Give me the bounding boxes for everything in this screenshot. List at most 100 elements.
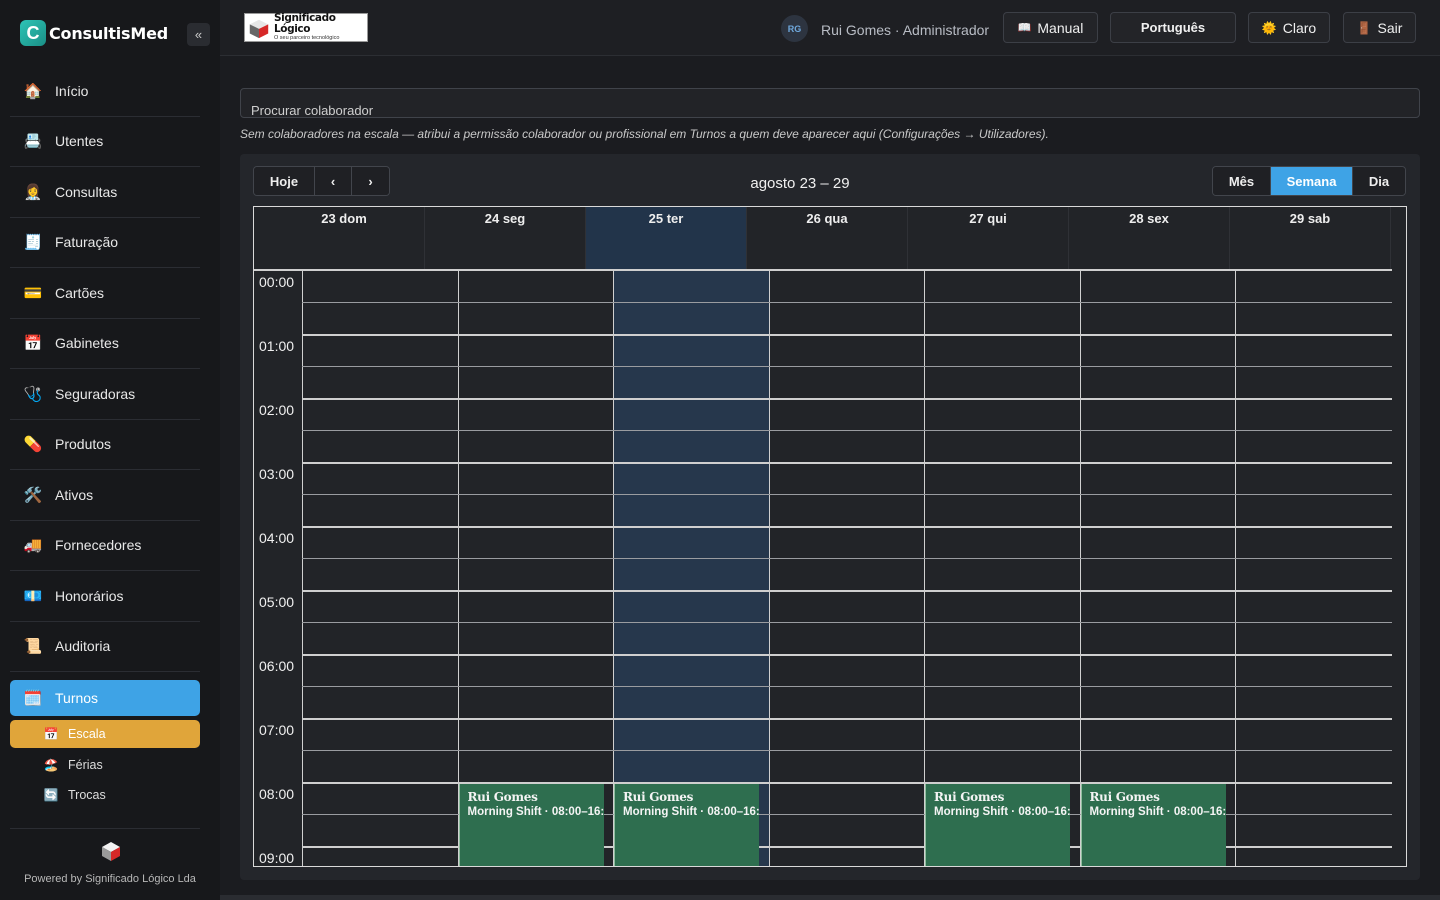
- sidebar-item-gabinetes[interactable]: 📅 Gabinetes: [10, 319, 200, 369]
- calendar-panel: Hoje ‹ › agosto 23 – 29 Mês Semana Dia 23 …: [240, 154, 1420, 880]
- hour-gridline: [302, 718, 1392, 720]
- day-header[interactable]: 25 ter: [586, 207, 747, 269]
- sidebar-item-honorarios[interactable]: 💶 Honorários: [10, 571, 200, 622]
- brand-name: ConsultisMed: [49, 23, 169, 43]
- sidebar: C ConsultisMed « 🏠 Início 📇 Utentes 👩‍⚕️ Cons…: [0, 0, 220, 900]
- shift-event[interactable]: Rui Gomes Morning Shift · 08:00–16:00: [1080, 784, 1226, 866]
- shift-event[interactable]: Rui Gomes Morning Shift · 08:00–16:00: [925, 784, 1070, 866]
- submenu-item-escala[interactable]: 📅 Escala: [10, 720, 200, 748]
- today-button[interactable]: Hoje: [254, 167, 315, 195]
- sidebar-item-label: Seguradoras: [55, 385, 136, 402]
- sidebar-item-label: Produtos: [55, 436, 112, 453]
- day-header-label: 29 sab: [1289, 211, 1331, 226]
- user-avatar[interactable]: RG: [781, 15, 808, 42]
- fornecedores-icon: 🚚: [23, 537, 43, 555]
- sidebar-item-inicio[interactable]: 🏠 Início: [10, 66, 200, 117]
- day-column[interactable]: [457, 271, 614, 866]
- cartoes-icon: 💳: [23, 284, 43, 302]
- door-icon: 🚪: [1356, 20, 1372, 35]
- prev-week-button[interactable]: ‹: [315, 167, 352, 195]
- day-column[interactable]: [1235, 271, 1391, 866]
- sidebar-item-label: Honorários: [55, 587, 124, 604]
- time-label: 05:00: [259, 594, 295, 610]
- day-header[interactable]: 24 seg: [425, 207, 586, 269]
- next-week-button[interactable]: ›: [352, 167, 389, 195]
- view-switcher: Mês Semana Dia: [1212, 166, 1406, 196]
- day-column[interactable]: [302, 271, 458, 866]
- day-column[interactable]: [1079, 271, 1236, 866]
- manual-label: Manual: [1037, 19, 1084, 36]
- sidebar-item-label: Auditoria: [55, 638, 111, 655]
- collaborator-search-input[interactable]: [241, 89, 1419, 117]
- view-semana-button[interactable]: Semana: [1271, 167, 1353, 195]
- sidebar-item-utentes[interactable]: 📇 Utentes: [10, 117, 200, 167]
- shift-detail: Morning Shift · 08:00–16:00: [467, 806, 604, 818]
- hour-gridline: [302, 398, 1392, 400]
- day-header-label: 26 qua: [806, 211, 848, 226]
- auditoria-icon: 📜: [23, 638, 43, 656]
- submenu-item-férias[interactable]: 🏖️ Férias: [10, 750, 200, 780]
- language-label: Português: [1140, 20, 1206, 35]
- time-label: 06:00: [259, 658, 295, 674]
- company-logo-icon: [249, 19, 269, 38]
- sidebar-item-label: Fornecedores: [55, 537, 142, 554]
- sidebar-item-ativos[interactable]: 🛠️ Ativos: [10, 470, 200, 521]
- bottom-scrollbar[interactable]: [220, 895, 1440, 900]
- user-name: Rui Gomes · Administrador: [821, 22, 990, 38]
- sidebar-item-seguradoras[interactable]: 🩺 Seguradoras: [10, 369, 200, 420]
- shift-detail: Morning Shift · 08:00–16:00: [623, 806, 759, 818]
- sidebar-item-consultas[interactable]: 👩‍⚕️ Consultas: [10, 167, 200, 218]
- main-content: Sem colaboradores na escala — atribui a …: [220, 57, 1440, 895]
- hour-gridline: [302, 590, 1392, 592]
- time-label: 04:00: [259, 530, 295, 546]
- day-header[interactable]: 26 qua: [747, 207, 908, 269]
- sidebar-item-faturacao[interactable]: 🧾 Faturação: [10, 218, 200, 268]
- hour-gridline: [302, 782, 1392, 784]
- company-logo[interactable]: Significado Lógico O seu parceiro tecnol…: [244, 13, 368, 42]
- hour-gridline: [302, 846, 1392, 848]
- hour-gridline: [302, 526, 1392, 528]
- day-column[interactable]: [768, 271, 925, 866]
- sidebar-item-label: Utentes: [55, 133, 104, 150]
- logout-label: Sair: [1377, 19, 1403, 36]
- sidebar-item-turnos[interactable]: 🗓️ Turnos: [10, 680, 200, 716]
- honorarios-icon: 💶: [23, 587, 43, 605]
- submenu-label: Escala: [68, 727, 106, 741]
- shift-employee: Rui Gomes: [623, 790, 694, 804]
- day-header[interactable]: 28 sex: [1069, 207, 1230, 269]
- day-header[interactable]: 27 qui: [908, 207, 1069, 269]
- logo-tagline: O seu parceiro tecnológico: [273, 35, 340, 42]
- calendar-icon: 🗓️: [23, 690, 43, 707]
- sidebar-item-label: Turnos: [55, 690, 99, 706]
- language-select[interactable]: Português: [1110, 12, 1236, 43]
- search-field[interactable]: [240, 88, 1420, 118]
- sidebar-item-cartoes[interactable]: 💳 Cartões: [10, 268, 200, 319]
- sidebar-item-produtos[interactable]: 💊 Produtos: [10, 420, 200, 470]
- view-dia-button[interactable]: Dia: [1353, 167, 1405, 195]
- day-column[interactable]: [613, 271, 769, 866]
- produtos-icon: 💊: [23, 436, 43, 454]
- shift-employee: Rui Gomes: [1089, 790, 1160, 804]
- shift-event[interactable]: Rui Gomes Morning Shift · 08:00–16:00: [614, 784, 759, 866]
- sidebar-nav: 🏠 Início 📇 Utentes 👩‍⚕️ Consultas 🧾 Faturação 💳 C…: [10, 66, 200, 810]
- theme-toggle-button[interactable]: 🌞 Claro: [1248, 12, 1330, 43]
- sidebar-item-fornecedores[interactable]: 🚚 Fornecedores: [10, 521, 200, 571]
- sidebar-item-label: Cartões: [55, 284, 105, 301]
- submenu-label: Férias: [68, 758, 103, 772]
- week-grid: 23 dom 24 seg 25 ter 26 qua 27 qui 28 sex 29 s…: [253, 206, 1407, 867]
- shift-event[interactable]: Rui Gomes Morning Shift · 08:00–16:00: [458, 784, 604, 866]
- day-header[interactable]: 23 dom: [264, 207, 425, 269]
- manual-button[interactable]: 📖 Manual: [1003, 12, 1098, 43]
- collapse-sidebar-button[interactable]: «: [187, 23, 210, 46]
- sidebar-item-auditoria[interactable]: 📜 Auditoria: [10, 622, 200, 672]
- view-mês-button[interactable]: Mês: [1213, 167, 1271, 195]
- logout-button[interactable]: 🚪 Sair: [1343, 12, 1416, 43]
- day-column[interactable]: [924, 271, 1080, 866]
- time-label: 03:00: [259, 466, 295, 482]
- submenu-item-trocas[interactable]: 🔄 Trocas: [10, 780, 200, 810]
- day-header[interactable]: 29 sab: [1230, 207, 1391, 269]
- brand[interactable]: C ConsultisMed: [20, 20, 168, 46]
- half-hour-gridline: [302, 302, 1392, 303]
- half-hour-gridline: [302, 430, 1392, 431]
- half-hour-gridline: [302, 750, 1392, 751]
